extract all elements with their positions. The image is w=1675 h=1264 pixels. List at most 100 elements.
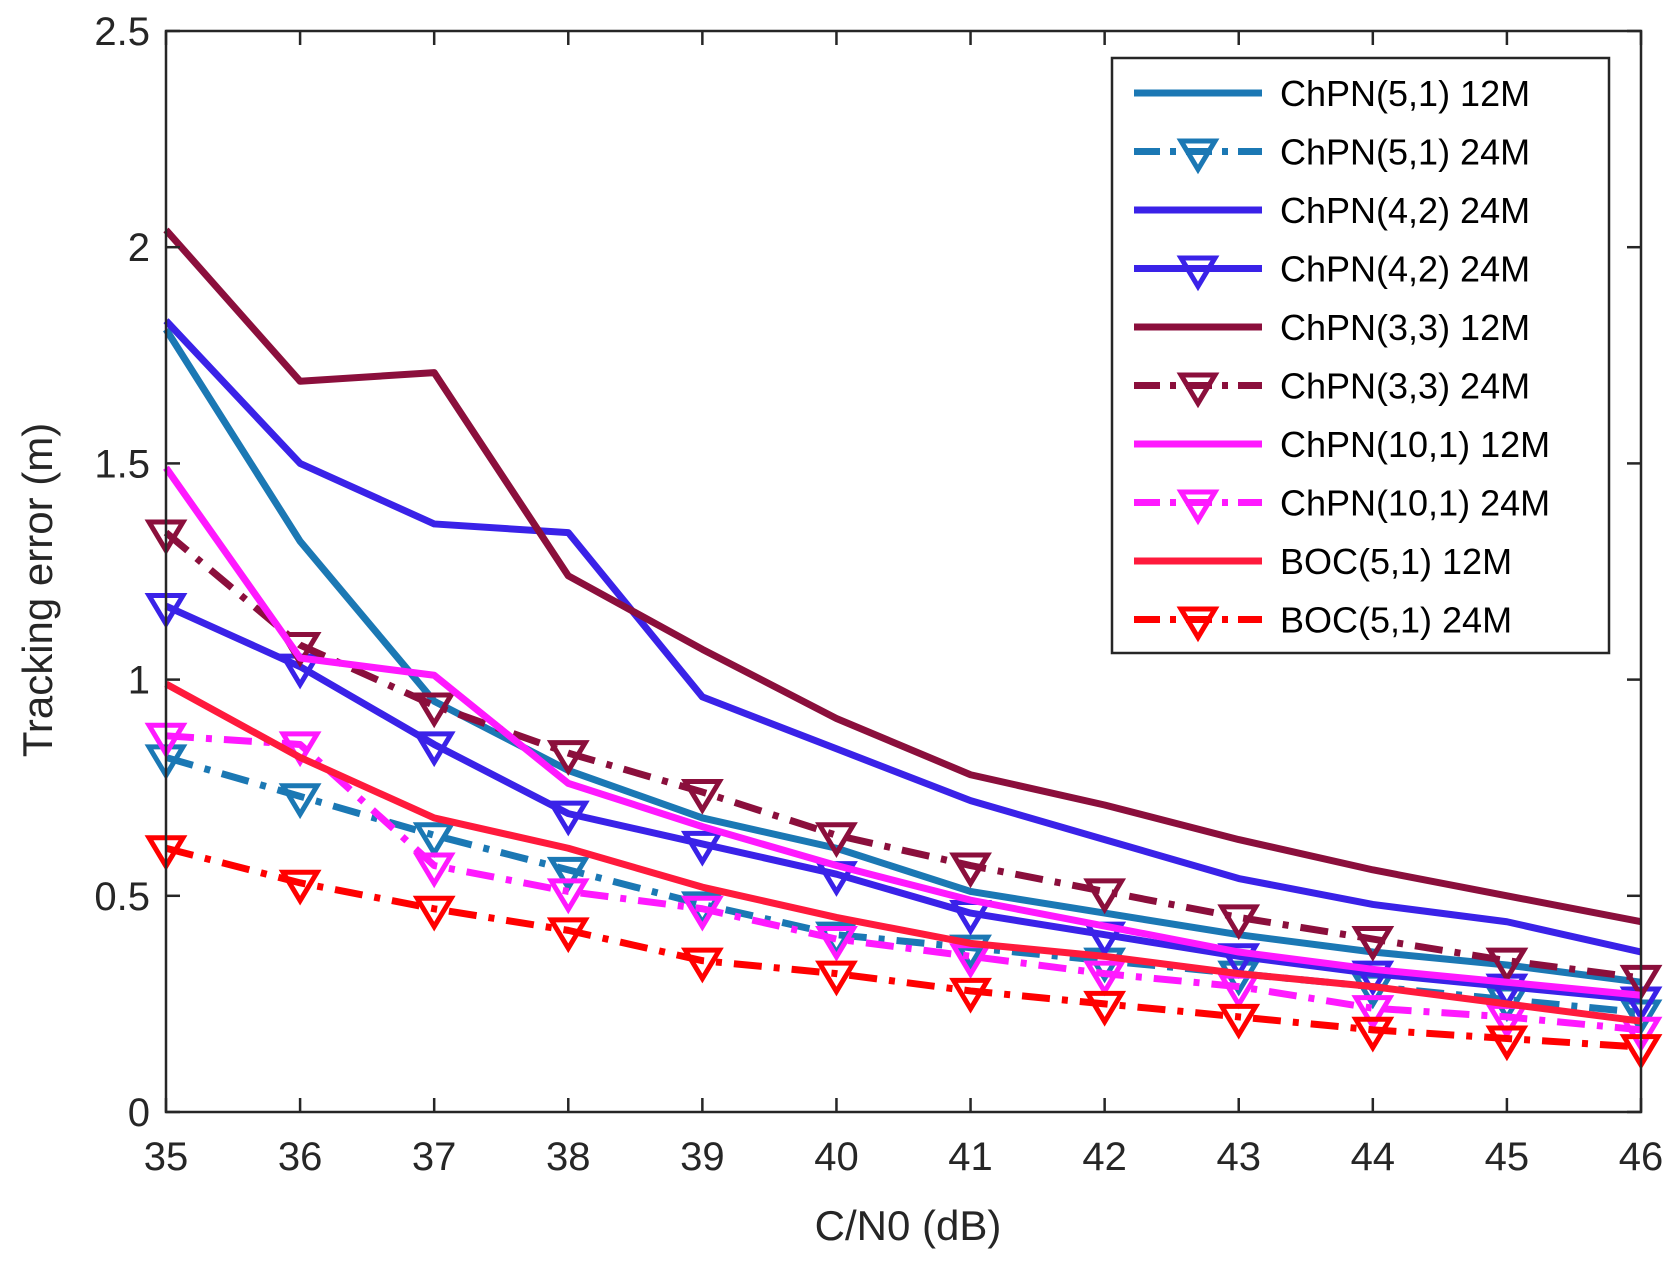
data-point-marker [546, 800, 590, 837]
legend-label: ChPN(3,3) 12M [1280, 307, 1530, 348]
legend-swatch-marker [1176, 138, 1220, 175]
legend-swatch-marker [1176, 489, 1220, 526]
legend-label: ChPN(4,2) 24M [1280, 249, 1530, 290]
data-point-marker [680, 778, 724, 815]
data-point-marker [815, 822, 858, 858]
data-point-marker [949, 977, 992, 1014]
data-point-marker [546, 856, 590, 893]
x-tick-label: 38 [546, 1135, 591, 1179]
legend-item-chpn-5-1-12m-0: ChPN(5,1) 12M [1134, 73, 1530, 114]
x-tick-label: 46 [1619, 1135, 1664, 1179]
series-chpn-3-3-12m-4 [163, 227, 1642, 926]
data-point-marker [546, 740, 590, 776]
x-tick-label: 42 [1082, 1135, 1127, 1179]
series-line-3 [164, 602, 1642, 1004]
x-tick-label: 43 [1216, 1135, 1261, 1179]
data-point-marker [1485, 947, 1529, 984]
legend-label: ChPN(3,3) 24M [1280, 366, 1530, 407]
legend-swatch-marker [1176, 255, 1220, 292]
data-point-marker [1351, 995, 1395, 1031]
x-tick-label: 44 [1351, 1135, 1396, 1179]
legend-label: ChPN(5,1) 12M [1280, 73, 1530, 114]
x-tick-label: 35 [144, 1135, 189, 1179]
axes-box [164, 29, 1643, 1114]
data-point-marker [1083, 960, 1127, 997]
legend-item-boc-5-1-12m-8: BOC(5,1) 12M [1134, 541, 1512, 582]
data-point-marker [278, 731, 322, 768]
series-line-9 [165, 844, 1642, 1051]
y-axis-title: Tracking error (m) [14, 423, 61, 757]
legend-label: ChPN(4,2) 24M [1280, 190, 1530, 231]
series-layer [144, 227, 1663, 1070]
y-tick-label: 0.5 [94, 875, 150, 919]
data-point-marker [1485, 1025, 1529, 1062]
x-tick-label: 37 [412, 1135, 457, 1179]
series-line-4 [163, 227, 1642, 926]
series-chpn-10-1-12m-6 [163, 465, 1642, 999]
x-tick-label: 39 [680, 1135, 725, 1179]
data-point-marker [815, 960, 858, 997]
data-point-marker [412, 822, 456, 858]
legend-swatch-marker [1176, 372, 1220, 409]
legend-label: BOC(5,1) 12M [1280, 541, 1512, 582]
series-line-5 [163, 529, 1642, 982]
x-tick-label: 40 [814, 1135, 859, 1179]
data-point-marker [949, 852, 992, 889]
y-tick-label: 2 [128, 226, 150, 270]
legend-item-chpn-3-3-12m-4: ChPN(3,3) 12M [1134, 307, 1530, 348]
axes-layer: 35 36 37 38 39 40 41 42 43 44 45 46 0 0.5 1 1.5 2 2.5 [94, 10, 1663, 1179]
data-point-marker [546, 878, 590, 915]
data-point-marker [1217, 1003, 1261, 1040]
data-point-marker [1351, 926, 1395, 962]
y-tick-label: 1 [128, 659, 150, 703]
data-point-marker [680, 895, 724, 932]
data-point-marker [1217, 943, 1261, 980]
legend-label: ChPN(10,1) 24M [1280, 483, 1550, 524]
legend-box [1110, 56, 1611, 655]
data-point-marker [412, 852, 456, 889]
x-tick-label: 45 [1485, 1135, 1530, 1179]
series-line-1 [165, 754, 1642, 1017]
data-point-marker [412, 731, 456, 768]
data-point-marker [412, 895, 456, 932]
legend-label: BOC(5,1) 24M [1280, 600, 1512, 641]
series-chpn-4-2-24m-2 [163, 318, 1642, 956]
series-chpn-3-3-24m-5 [144, 519, 1663, 1001]
legend-item-boc-5-1-24m-9: BOC(5,1) 24M [1134, 600, 1512, 643]
legend-item-chpn-4-2-24m-3: ChPN(4,2) 24M [1134, 249, 1530, 292]
x-tick-label: 36 [278, 1135, 323, 1179]
data-point-marker [278, 783, 322, 820]
legend-item-chpn-10-1-12m-6: ChPN(10,1) 12M [1134, 424, 1550, 465]
series-line-2 [163, 318, 1642, 956]
legend-label: ChPN(5,1) 24M [1280, 132, 1530, 173]
x-axis-title: C/N0 (dB) [815, 1202, 1002, 1249]
series-line-6 [163, 465, 1642, 999]
data-point-marker [1217, 904, 1261, 941]
data-point-marker [680, 947, 724, 984]
legend-item-chpn-4-2-24m-2: ChPN(4,2) 24M [1134, 190, 1530, 231]
data-point-marker [1083, 878, 1127, 915]
data-point-marker [949, 934, 992, 971]
legend-swatch-marker [1176, 606, 1220, 643]
data-point-marker [815, 926, 858, 962]
legend-item-chpn-10-1-24m-7: ChPN(10,1) 24M [1134, 483, 1550, 526]
data-point-marker [680, 830, 724, 867]
data-point-marker [412, 692, 456, 729]
y-tick-label: 2.5 [94, 10, 150, 54]
data-point-marker [546, 917, 590, 954]
series-line-8 [164, 680, 1642, 1025]
data-point-marker [1351, 960, 1395, 997]
series-boc-5-1-12m-8 [164, 680, 1642, 1025]
legend-label: ChPN(10,1) 12M [1280, 424, 1550, 465]
series-boc-5-1-24m-9 [144, 835, 1663, 1070]
y-tick-label: 0 [128, 1091, 150, 1135]
x-tick-label: 41 [948, 1135, 993, 1179]
data-point-marker [278, 869, 322, 906]
data-point-marker [1351, 1016, 1395, 1053]
series-line-7 [165, 732, 1642, 1034]
legend-item-chpn-5-1-24m-1: ChPN(5,1) 24M [1134, 132, 1530, 175]
legend: ChPN(5,1) 12M ChPN(5,1) 24M ChPN(4,2) 24M C… [1110, 56, 1611, 655]
y-tick-label: 1.5 [94, 442, 150, 486]
legend-item-chpn-3-3-24m-5: ChPN(3,3) 24M [1134, 366, 1530, 409]
